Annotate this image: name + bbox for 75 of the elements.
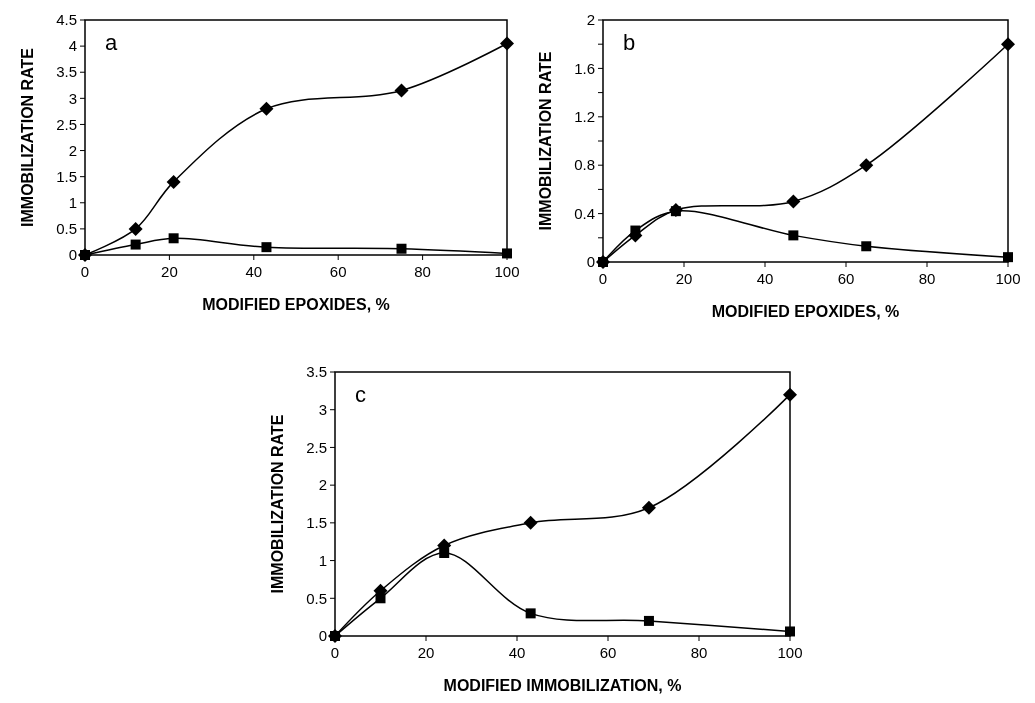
point [396,243,407,254]
y-tick-label: 4 [68,37,77,55]
point [861,241,872,252]
x-tick-label: 0 [330,644,340,661]
y-tick-label: 3 [318,400,327,418]
point [1001,37,1015,52]
y-axis-title: IMMOBILIZATION RATE [269,414,286,594]
annotation: b [623,30,636,55]
y-axis-title: IMMOBILIZATION RATE [537,51,554,231]
y-tick-label: 0.8 [574,156,595,174]
x-axis-title: MODIFIED EPOXIDES, % [711,303,900,320]
point [394,83,409,98]
y-tick-label: 0.5 [306,589,327,607]
y-tick-label: 0.5 [56,220,77,238]
x-tick-label: 100 [777,644,803,661]
x-tick-label: 80 [690,644,708,661]
x-tick-label: 60 [329,263,347,280]
x-tick-label: 80 [414,263,431,280]
x-tick-label: 60 [837,270,855,287]
point [166,174,181,189]
y-tick-label: 0 [68,246,77,264]
point [786,194,801,209]
y-tick-label: 3.5 [306,363,327,381]
y-tick-label: 1.2 [574,108,595,126]
x-tick-label: 40 [756,270,774,287]
x-tick-label: 20 [161,263,178,280]
point [670,206,681,217]
x-tick-label: 40 [508,644,526,661]
point [130,239,141,250]
point [259,101,274,116]
point [439,548,450,559]
point [375,593,386,604]
y-tick-label: 3 [68,89,77,107]
y-tick-label: 1.5 [306,514,327,532]
point [783,387,797,402]
y-tick-label: 3.5 [56,63,77,81]
y-tick-label: 1 [318,551,327,569]
x-tick-label: 0 [598,270,608,287]
x-tick-label: 0 [80,263,90,280]
x-tick-label: 20 [417,644,435,661]
x-tick-label: 60 [599,644,617,661]
y-tick-label: 1 [68,194,77,212]
point [525,608,536,619]
point [502,248,512,259]
x-tick-label: 100 [995,270,1021,287]
x-axis-title: MODIFIED IMMOBILIZATION, % [443,677,682,694]
point [643,615,654,626]
annotation: a [105,30,118,55]
annotation: c [355,382,366,407]
x-axis-title: MODIFIED EPOXIDES, % [202,296,390,313]
point [641,500,656,515]
y-tick-label: 4.5 [56,11,77,29]
point [1003,252,1013,263]
point [500,36,514,51]
x-tick-label: 100 [494,263,520,280]
point [788,230,799,241]
y-tick-label: 1.6 [574,59,595,77]
y-tick-label: 2.5 [56,115,77,133]
point [523,515,538,530]
point [128,221,143,236]
y-tick-label: 2 [318,476,327,494]
y-tick-label: 1.5 [56,167,77,185]
y-tick-label: 2.5 [306,438,327,456]
point [168,233,179,244]
y-tick-label: 2 [68,141,77,159]
point [859,158,874,173]
y-tick-label: 0.4 [574,204,595,222]
y-tick-label: 2 [586,11,595,29]
x-tick-label: 20 [675,270,693,287]
x-tick-label: 80 [918,270,936,287]
point [261,242,272,253]
point [785,626,795,637]
x-tick-label: 40 [245,263,263,280]
y-tick-label: 0 [318,627,327,645]
y-axis-title: IMMOBILIZATION RATE [19,47,36,227]
